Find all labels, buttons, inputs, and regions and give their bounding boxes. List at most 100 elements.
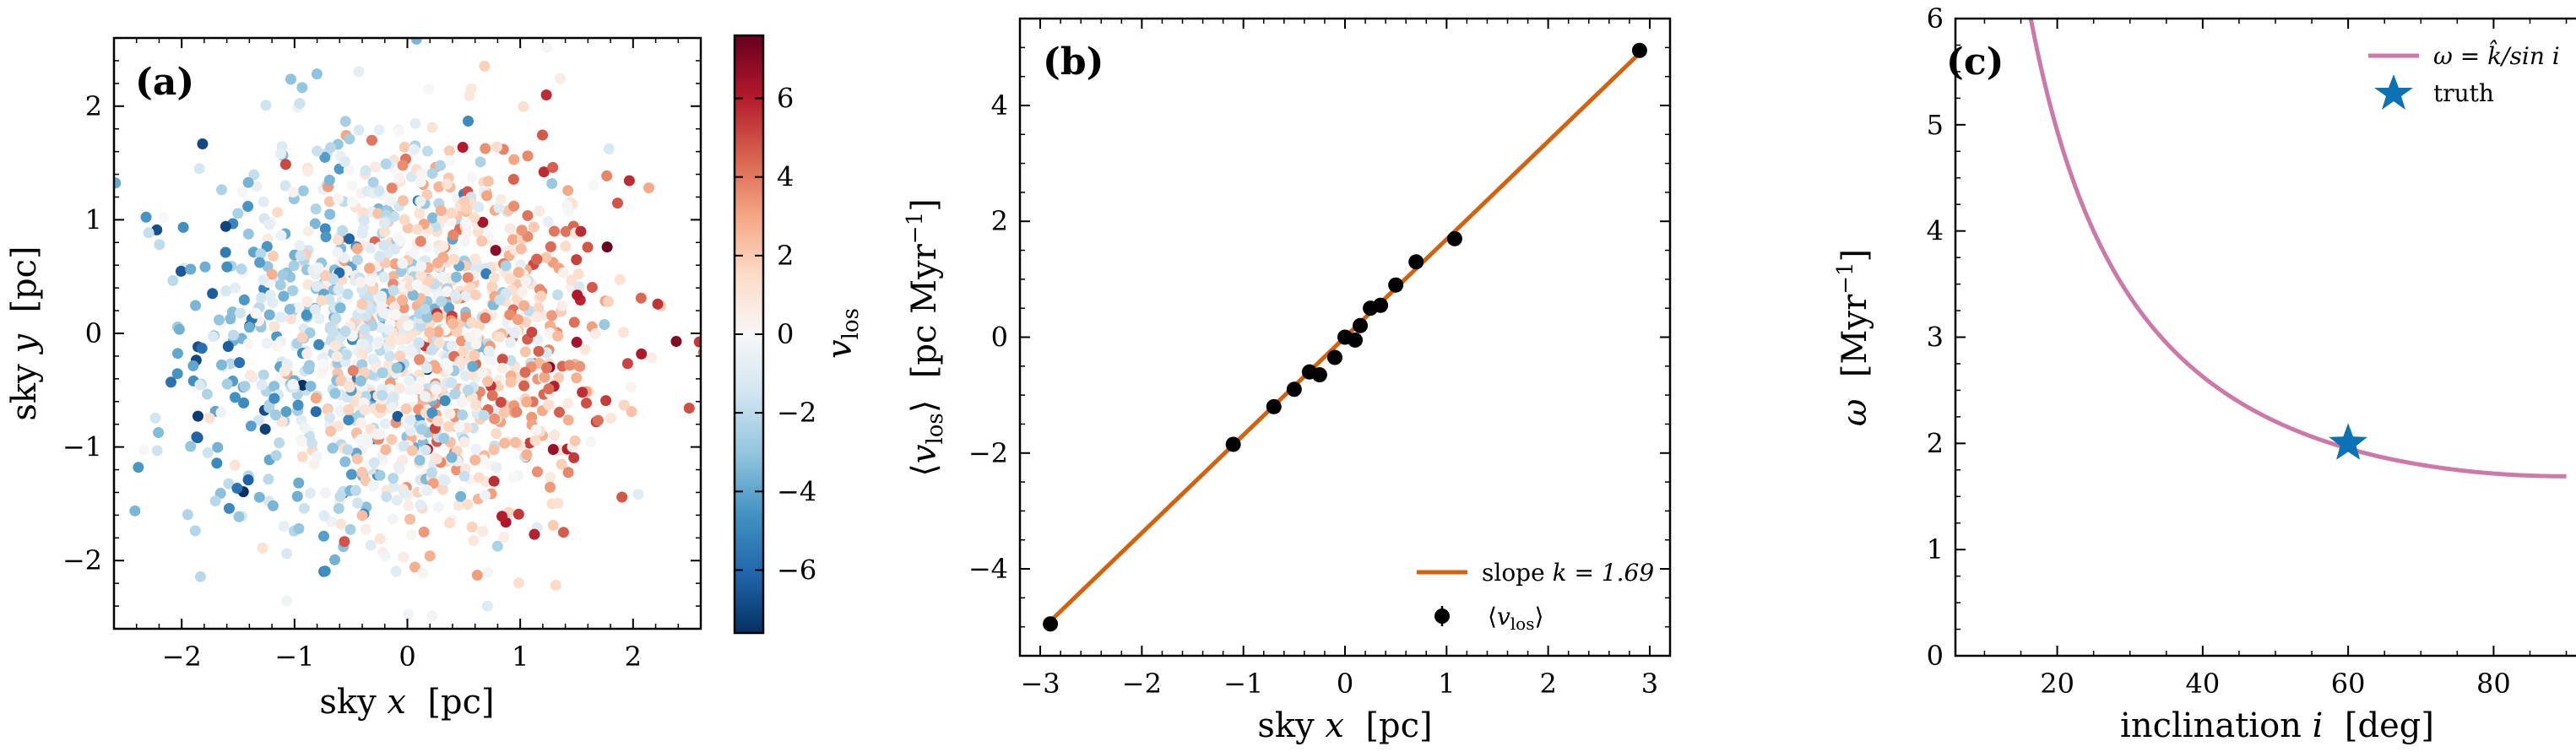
scatter-point bbox=[489, 413, 501, 425]
scatter-point bbox=[379, 418, 391, 430]
panel-a-label: (a) bbox=[135, 61, 194, 104]
scatter-point bbox=[508, 200, 520, 212]
scatter-point bbox=[432, 257, 444, 268]
scatter-point bbox=[360, 165, 371, 176]
scatter-point bbox=[373, 124, 385, 136]
scatter-point bbox=[494, 331, 506, 343]
scatter-point bbox=[324, 412, 336, 424]
scatter-point bbox=[632, 489, 644, 500]
scatter-point bbox=[388, 473, 399, 484]
scatter-point bbox=[359, 404, 371, 416]
panel-a-xtick-label: −2 bbox=[162, 641, 202, 673]
mean-point bbox=[1286, 381, 1302, 398]
scatter-point bbox=[344, 381, 355, 393]
scatter-point bbox=[424, 550, 436, 562]
scatter-point bbox=[221, 261, 233, 273]
scatter-point bbox=[539, 371, 550, 383]
scatter-point bbox=[528, 221, 540, 233]
scatter-point bbox=[263, 309, 275, 321]
scatter-point bbox=[573, 281, 585, 293]
scatter-point bbox=[533, 302, 545, 314]
scatter-point bbox=[543, 383, 555, 395]
legend-label-slope: slope k = 1.69 bbox=[1482, 559, 1654, 587]
scatter-point bbox=[500, 260, 512, 272]
scatter-point bbox=[562, 185, 574, 197]
scatter-point bbox=[258, 369, 269, 381]
scatter-point bbox=[586, 281, 598, 293]
scatter-point bbox=[626, 406, 637, 418]
scatter-point bbox=[293, 522, 305, 534]
scatter-point bbox=[192, 410, 203, 422]
scatter-point bbox=[439, 358, 451, 370]
scatter-point bbox=[413, 337, 425, 349]
scatter-point bbox=[408, 246, 420, 258]
scatter-point bbox=[140, 211, 152, 223]
scatter-point bbox=[572, 289, 583, 301]
scatter-point bbox=[378, 271, 390, 283]
mean-point bbox=[1446, 230, 1462, 246]
scatter-point bbox=[460, 289, 472, 301]
scatter-point bbox=[281, 595, 293, 607]
scatter-point bbox=[420, 444, 431, 456]
scatter-point bbox=[444, 408, 456, 419]
scatter-point bbox=[234, 307, 246, 319]
legend-label-mean: ⟨vlos⟩ bbox=[1488, 603, 1543, 634]
scatter-point bbox=[415, 424, 427, 436]
scatter-point bbox=[284, 303, 296, 315]
scatter-point bbox=[379, 550, 391, 562]
scatter-point bbox=[480, 143, 491, 154]
scatter-point bbox=[227, 329, 239, 341]
scatter-point bbox=[457, 409, 469, 421]
scatter-point bbox=[419, 303, 431, 315]
scatter-point bbox=[405, 346, 417, 358]
scatter-point bbox=[507, 234, 518, 246]
scatter-point bbox=[371, 428, 382, 440]
scatter-point bbox=[415, 176, 426, 188]
scatter-point bbox=[511, 406, 523, 418]
scatter-point bbox=[438, 432, 450, 444]
scatter-point bbox=[377, 389, 388, 401]
scatter-point bbox=[397, 195, 409, 207]
scatter-point bbox=[496, 511, 507, 522]
scatter-point bbox=[496, 354, 508, 365]
colorbar-tick-label: 6 bbox=[777, 83, 794, 115]
scatter-point bbox=[552, 289, 564, 300]
scatter-point bbox=[488, 475, 500, 487]
legend-label-omega: ω = k̂/sin i bbox=[2433, 41, 2560, 70]
scatter-point bbox=[275, 148, 287, 160]
scatter-point bbox=[418, 526, 430, 538]
scatter-point bbox=[463, 384, 475, 396]
scatter-point bbox=[233, 511, 245, 522]
scatter-point bbox=[386, 434, 398, 446]
scatter-point bbox=[652, 298, 664, 310]
scatter-point bbox=[173, 323, 185, 335]
scatter-point bbox=[261, 241, 273, 252]
panel-a-ylabel: sky y [pc] bbox=[5, 246, 44, 420]
scatter-point bbox=[446, 452, 458, 463]
scatter-point bbox=[296, 82, 308, 94]
scatter-point bbox=[399, 487, 410, 499]
scatter-point bbox=[384, 350, 396, 362]
scatter-point bbox=[552, 330, 564, 342]
scatter-point bbox=[292, 399, 304, 411]
scatter-point bbox=[480, 312, 491, 324]
scatter-point bbox=[562, 414, 574, 426]
scatter-point bbox=[442, 285, 453, 297]
scatter-point bbox=[614, 273, 626, 285]
panel-b-ytick-label: −4 bbox=[968, 553, 1008, 585]
scatter-point bbox=[455, 490, 467, 502]
scatter-point bbox=[517, 286, 529, 298]
scatter-point bbox=[250, 307, 262, 319]
scatter-point bbox=[310, 406, 322, 418]
scatter-point bbox=[243, 338, 255, 349]
panel-b-ytick-label: 2 bbox=[991, 205, 1008, 237]
scatter-point bbox=[278, 520, 290, 532]
scatter-point bbox=[540, 89, 552, 100]
scatter-point bbox=[368, 457, 380, 468]
scatter-point bbox=[302, 363, 314, 375]
scatter-point bbox=[238, 294, 250, 306]
scatter-point bbox=[411, 224, 423, 235]
scatter-point bbox=[490, 245, 502, 257]
scatter-point bbox=[409, 117, 421, 129]
scatter-point bbox=[385, 195, 397, 207]
